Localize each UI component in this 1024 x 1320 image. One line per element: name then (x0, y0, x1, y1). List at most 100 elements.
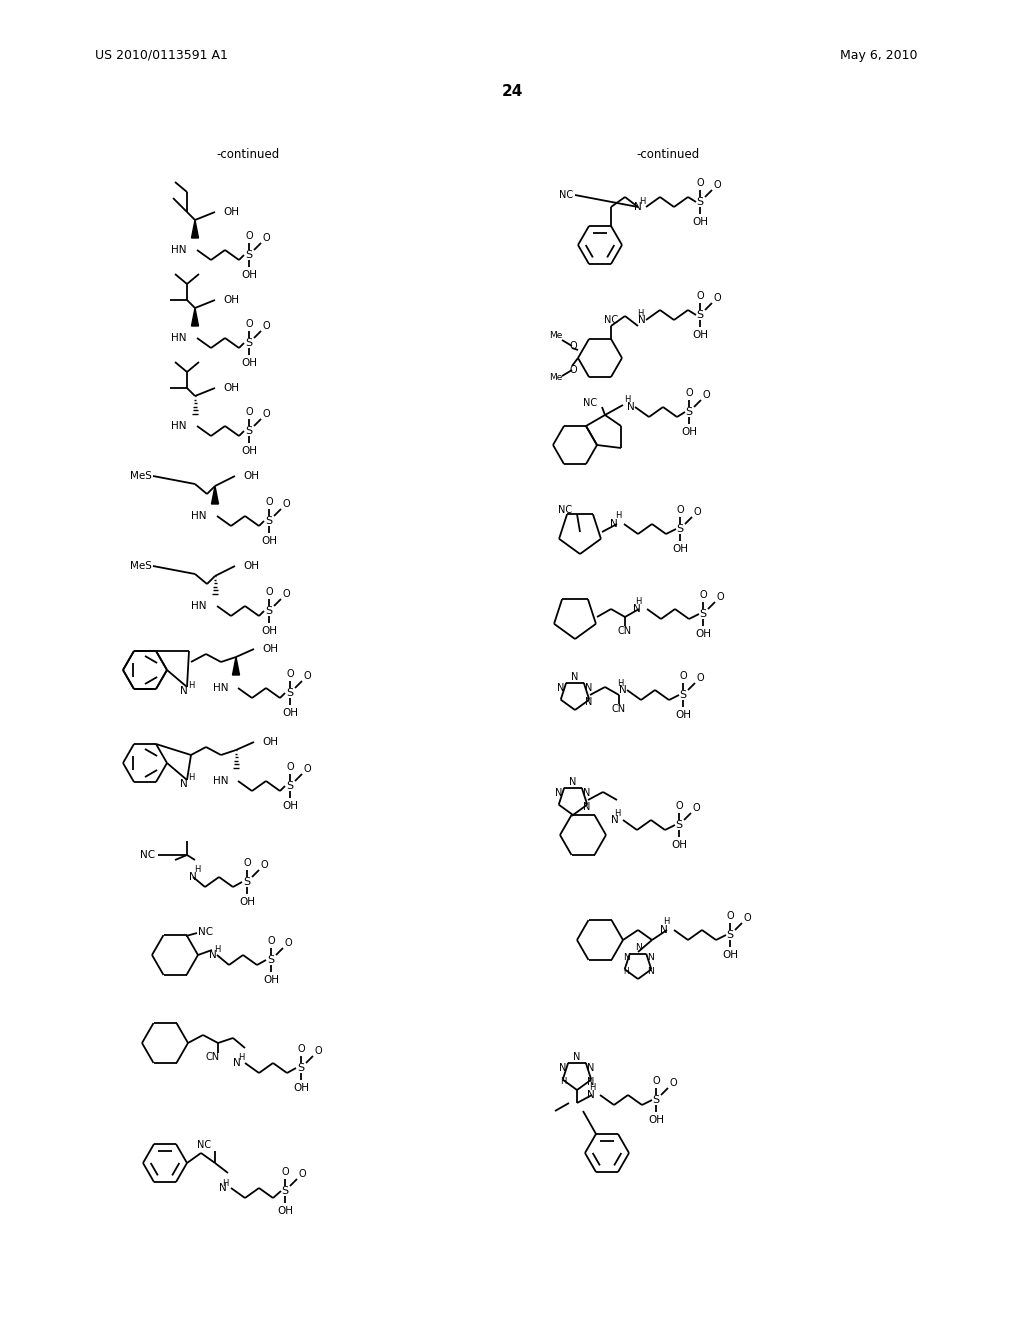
Text: N: N (618, 685, 627, 696)
Text: S: S (287, 781, 294, 791)
Text: O: O (285, 939, 292, 948)
Text: N: N (646, 968, 653, 977)
Text: O: O (713, 180, 721, 190)
Text: -continued: -continued (216, 149, 280, 161)
Text: N: N (559, 1063, 566, 1073)
Text: HN: HN (171, 421, 187, 432)
Text: NC: NC (583, 399, 597, 408)
Text: O: O (282, 1167, 289, 1177)
Text: OH: OH (261, 536, 278, 546)
Text: MeS: MeS (130, 561, 152, 572)
Text: O: O (262, 321, 269, 331)
Text: N: N (180, 779, 187, 789)
Text: O: O (265, 587, 272, 597)
Text: N: N (584, 788, 591, 799)
Text: OH: OH (223, 383, 239, 393)
Text: N: N (646, 953, 653, 962)
Text: O: O (262, 234, 269, 243)
Text: OH: OH (241, 271, 257, 280)
Text: OH: OH (223, 294, 239, 305)
Polygon shape (191, 220, 199, 238)
Text: S: S (696, 310, 703, 319)
Text: O: O (245, 231, 253, 242)
Text: HN: HN (171, 333, 187, 343)
Text: -continued: -continued (636, 149, 699, 161)
Text: US 2010/0113591 A1: US 2010/0113591 A1 (95, 49, 228, 62)
Text: N: N (586, 682, 593, 693)
Text: O: O (286, 762, 294, 772)
Text: CN: CN (206, 1052, 220, 1063)
Text: O: O (675, 801, 683, 810)
Text: S: S (699, 609, 707, 619)
Text: O: O (693, 507, 700, 517)
Text: S: S (287, 688, 294, 698)
Text: H: H (624, 395, 630, 404)
Polygon shape (232, 657, 240, 675)
Text: CN: CN (612, 704, 626, 714)
Text: OH: OH (263, 975, 279, 985)
Text: O: O (696, 178, 703, 187)
Text: O: O (716, 591, 724, 602)
Text: S: S (267, 954, 274, 965)
Text: May 6, 2010: May 6, 2010 (840, 49, 918, 62)
Text: O: O (286, 669, 294, 678)
Text: O: O (245, 407, 253, 417)
Text: O: O (297, 1044, 305, 1053)
Text: CN: CN (617, 626, 632, 636)
Text: HN: HN (191, 511, 207, 521)
Text: NC: NC (558, 506, 572, 515)
Text: S: S (680, 690, 686, 700)
Text: O: O (569, 366, 577, 375)
Text: O: O (670, 1078, 677, 1088)
Text: O: O (726, 911, 734, 921)
Text: HN: HN (213, 776, 228, 785)
Text: N: N (189, 873, 197, 882)
Text: O: O (696, 290, 703, 301)
Text: N: N (557, 682, 564, 693)
Text: OH: OH (675, 710, 691, 719)
Text: O: O (692, 803, 699, 813)
Text: O: O (743, 913, 751, 923)
Text: O: O (303, 764, 311, 774)
Text: Me: Me (549, 374, 562, 383)
Text: N: N (555, 788, 562, 799)
Text: OH: OH (262, 737, 278, 747)
Text: MeS: MeS (130, 471, 152, 480)
Text: H: H (663, 917, 670, 927)
Text: N: N (610, 519, 617, 529)
Text: NC: NC (559, 190, 573, 201)
Text: H: H (589, 1082, 595, 1092)
Text: O: O (702, 389, 710, 400)
Text: H: H (560, 1077, 566, 1086)
Text: NC: NC (197, 1140, 211, 1150)
Text: N: N (627, 403, 635, 412)
Text: H: H (187, 681, 195, 689)
Text: N: N (587, 1090, 595, 1100)
Text: N: N (633, 605, 641, 614)
Text: N: N (611, 814, 618, 825)
Text: O: O (652, 1076, 659, 1086)
Text: OH: OH (722, 950, 738, 960)
Text: O: O (298, 1170, 306, 1179)
Text: 24: 24 (502, 84, 522, 99)
Text: OH: OH (262, 644, 278, 653)
Text: N: N (569, 777, 577, 787)
Text: OH: OH (671, 840, 687, 850)
Text: HN: HN (171, 246, 187, 255)
Text: N: N (180, 686, 187, 696)
Text: H: H (635, 597, 641, 606)
Text: O: O (713, 293, 721, 304)
Text: NC: NC (140, 850, 155, 861)
Text: O: O (267, 936, 274, 946)
Text: O: O (265, 498, 272, 507)
Text: OH: OH (692, 216, 708, 227)
Text: N: N (634, 202, 642, 213)
Text: O: O (245, 319, 253, 329)
Text: N: N (588, 1077, 595, 1086)
Text: S: S (726, 931, 733, 940)
Text: S: S (246, 338, 253, 348)
Text: N: N (635, 944, 641, 953)
Text: H: H (238, 1052, 244, 1061)
Text: S: S (246, 249, 253, 260)
Text: O: O (283, 499, 290, 510)
